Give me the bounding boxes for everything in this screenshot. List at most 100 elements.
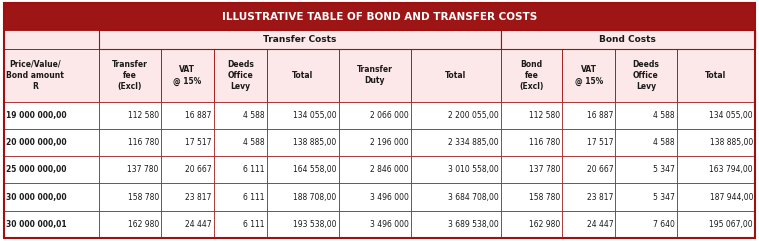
Text: 158 780: 158 780 [529, 193, 560, 201]
Bar [411, 183, 501, 211]
Bar [161, 211, 214, 238]
Text: 30 000 000,01: 30 000 000,01 [6, 220, 67, 229]
Bar [161, 49, 214, 102]
Bar [562, 129, 616, 156]
Bar [99, 129, 161, 156]
Bar [214, 183, 266, 211]
Text: 137 780: 137 780 [128, 165, 159, 174]
Bar [562, 49, 616, 102]
Bar [214, 211, 266, 238]
Bar [676, 129, 755, 156]
Bar [562, 183, 616, 211]
Text: 4 588: 4 588 [243, 111, 265, 120]
Text: Total: Total [292, 71, 313, 80]
Text: Total: Total [705, 71, 726, 80]
Text: Transfer
Duty: Transfer Duty [357, 65, 392, 86]
Bar [562, 211, 616, 238]
Bar [339, 129, 411, 156]
Text: 5 347: 5 347 [653, 165, 675, 174]
Bar [214, 156, 266, 183]
Bar [4, 3, 755, 30]
Text: Transfer Costs: Transfer Costs [263, 35, 337, 44]
Bar [676, 211, 755, 238]
Text: 6 111: 6 111 [243, 165, 265, 174]
Text: Deeds
Office
Levy: Deeds Office Levy [227, 60, 254, 91]
Text: 3 010 558,00: 3 010 558,00 [448, 165, 499, 174]
Bar [266, 211, 339, 238]
Text: 25 000 000,00: 25 000 000,00 [6, 165, 67, 174]
Bar [616, 183, 676, 211]
Text: Bond
fee
(Excl): Bond fee (Excl) [519, 60, 543, 91]
Text: Price/Value/
Bond amount
R: Price/Value/ Bond amount R [6, 60, 64, 91]
Text: 2 334 885,00: 2 334 885,00 [448, 138, 499, 147]
Bar [266, 102, 339, 129]
Bar [411, 102, 501, 129]
Bar [4, 49, 99, 102]
Bar [4, 211, 99, 238]
Text: 2 196 000: 2 196 000 [370, 138, 409, 147]
Text: 7 640: 7 640 [653, 220, 675, 229]
Bar [99, 211, 161, 238]
Text: 23 817: 23 817 [185, 193, 212, 201]
Bar [4, 156, 99, 183]
Text: 4 588: 4 588 [653, 111, 675, 120]
Bar [214, 102, 266, 129]
Bar [99, 30, 501, 49]
Text: 17 517: 17 517 [185, 138, 212, 147]
Text: 112 580: 112 580 [529, 111, 560, 120]
Text: 158 780: 158 780 [128, 193, 159, 201]
Text: 138 885,00: 138 885,00 [710, 138, 753, 147]
Text: 6 111: 6 111 [243, 220, 265, 229]
Bar [676, 102, 755, 129]
Bar [501, 30, 755, 49]
Bar [339, 102, 411, 129]
Text: 188 708,00: 188 708,00 [294, 193, 337, 201]
Bar [339, 156, 411, 183]
Text: 3 689 538,00: 3 689 538,00 [448, 220, 499, 229]
Bar [4, 102, 99, 129]
Text: Total: Total [445, 71, 466, 80]
Text: 134 055,00: 134 055,00 [293, 111, 337, 120]
Text: 4 588: 4 588 [243, 138, 265, 147]
Text: 30 000 000,00: 30 000 000,00 [6, 193, 67, 201]
Bar [161, 102, 214, 129]
Bar [501, 183, 562, 211]
Text: 2 846 000: 2 846 000 [370, 165, 409, 174]
Bar [161, 183, 214, 211]
Text: VAT
@ 15%: VAT @ 15% [575, 65, 603, 86]
Text: 19 000 000,00: 19 000 000,00 [6, 111, 67, 120]
Bar [339, 49, 411, 102]
Bar [501, 156, 562, 183]
Text: Deeds
Office
Levy: Deeds Office Levy [632, 60, 660, 91]
Bar [616, 49, 676, 102]
Bar [214, 49, 266, 102]
Text: 195 067,00: 195 067,00 [710, 220, 753, 229]
Bar [676, 183, 755, 211]
Text: 24 447: 24 447 [185, 220, 212, 229]
Bar [411, 49, 501, 102]
Text: 24 447: 24 447 [587, 220, 613, 229]
Text: 4 588: 4 588 [653, 138, 675, 147]
Text: 2 200 055,00: 2 200 055,00 [448, 111, 499, 120]
Bar [616, 129, 676, 156]
Text: VAT
@ 15%: VAT @ 15% [173, 65, 201, 86]
Bar [99, 156, 161, 183]
Bar [411, 129, 501, 156]
Text: 16 887: 16 887 [185, 111, 212, 120]
Text: 3 684 708,00: 3 684 708,00 [448, 193, 499, 201]
Text: 187 944,00: 187 944,00 [710, 193, 753, 201]
Bar [501, 102, 562, 129]
Text: 16 887: 16 887 [587, 111, 613, 120]
Text: 20 000 000,00: 20 000 000,00 [6, 138, 67, 147]
Bar [99, 183, 161, 211]
Bar [99, 49, 161, 102]
Text: 20 667: 20 667 [185, 165, 212, 174]
Text: 116 780: 116 780 [128, 138, 159, 147]
Text: 138 885,00: 138 885,00 [294, 138, 337, 147]
Text: 17 517: 17 517 [587, 138, 613, 147]
Text: 2 066 000: 2 066 000 [370, 111, 409, 120]
Text: 164 558,00: 164 558,00 [293, 165, 337, 174]
Text: 134 055,00: 134 055,00 [710, 111, 753, 120]
Text: 163 794,00: 163 794,00 [710, 165, 753, 174]
Bar [616, 156, 676, 183]
